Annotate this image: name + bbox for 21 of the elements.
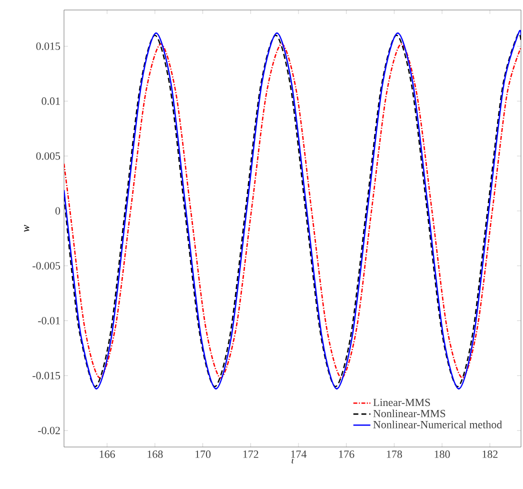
- y-tick-label: 0.015: [36, 42, 60, 50]
- x-tick-label: 168: [148, 450, 163, 458]
- legend-label: Nonlinear-Numerical method: [373, 420, 502, 428]
- x-tick-label: 166: [100, 450, 115, 458]
- y-tick-label: -0.02: [38, 426, 60, 434]
- x-tick-label: 178: [386, 450, 402, 458]
- y-tick-label: -0.015: [32, 372, 60, 380]
- y-axis-title: w: [24, 224, 30, 232]
- x-tick-label: 176: [339, 450, 354, 458]
- x-tick-label: 180: [434, 450, 450, 458]
- y-tick-label: 0.005: [36, 152, 60, 160]
- legend-label: Linear-MMS: [373, 398, 430, 406]
- x-tick-label: 182: [482, 450, 498, 458]
- x-tick-label: 170: [196, 450, 211, 458]
- legend-label: Nonlinear-MMS: [373, 410, 446, 418]
- x-tick-label: 174: [291, 450, 307, 458]
- x-tick-label: 172: [243, 450, 258, 458]
- y-tick-label: 0: [55, 207, 60, 215]
- y-tick-label: -0.01: [38, 317, 60, 324]
- y-tick-label: -0.005: [32, 262, 60, 270]
- y-tick-label: 0.01: [42, 97, 60, 105]
